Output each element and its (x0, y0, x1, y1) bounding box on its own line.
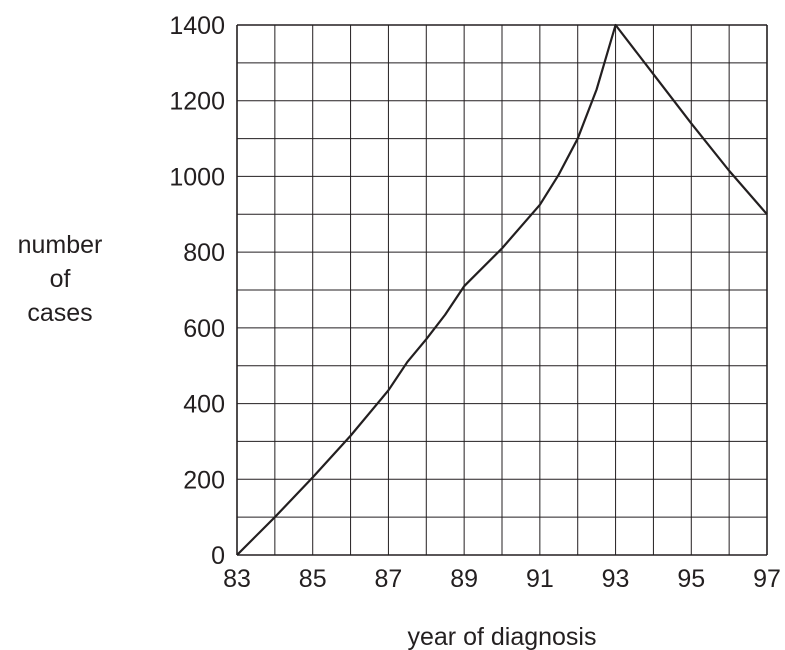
x-tick-label: 93 (602, 565, 630, 593)
x-tick-label: 85 (299, 565, 327, 593)
series-line (236, 23, 768, 556)
x-tick-label: 95 (677, 565, 705, 593)
y-tick-label: 200 (183, 466, 225, 494)
x-tick-label: 87 (375, 565, 403, 593)
x-tick-label: 83 (223, 565, 251, 593)
y-tick-label: 1400 (169, 12, 225, 40)
x-axis-ticks: 83 85 87 89 91 93 95 97 (223, 565, 781, 593)
y-tick-label: 1200 (169, 88, 225, 116)
x-tick-label: 97 (753, 565, 781, 593)
y-tick-label: 1000 (169, 163, 225, 191)
y-axis-label-line: cases (27, 299, 93, 327)
y-axis-ticks: 0 200 400 600 800 1000 1200 1400 (169, 12, 225, 570)
x-tick-label: 89 (450, 565, 478, 593)
y-axis-label-line: number (17, 231, 103, 259)
y-tick-label: 800 (183, 239, 225, 267)
y-axis-label-line: of (49, 265, 71, 293)
y-tick-label: 400 (183, 391, 225, 419)
x-axis-label: year of diagnosis (407, 623, 596, 650)
y-axis-label: number of cases (0, 228, 120, 330)
x-tick-label: 91 (526, 565, 554, 593)
chart-grid (236, 24, 768, 556)
y-tick-label: 0 (211, 542, 225, 570)
y-tick-label: 600 (183, 315, 225, 343)
